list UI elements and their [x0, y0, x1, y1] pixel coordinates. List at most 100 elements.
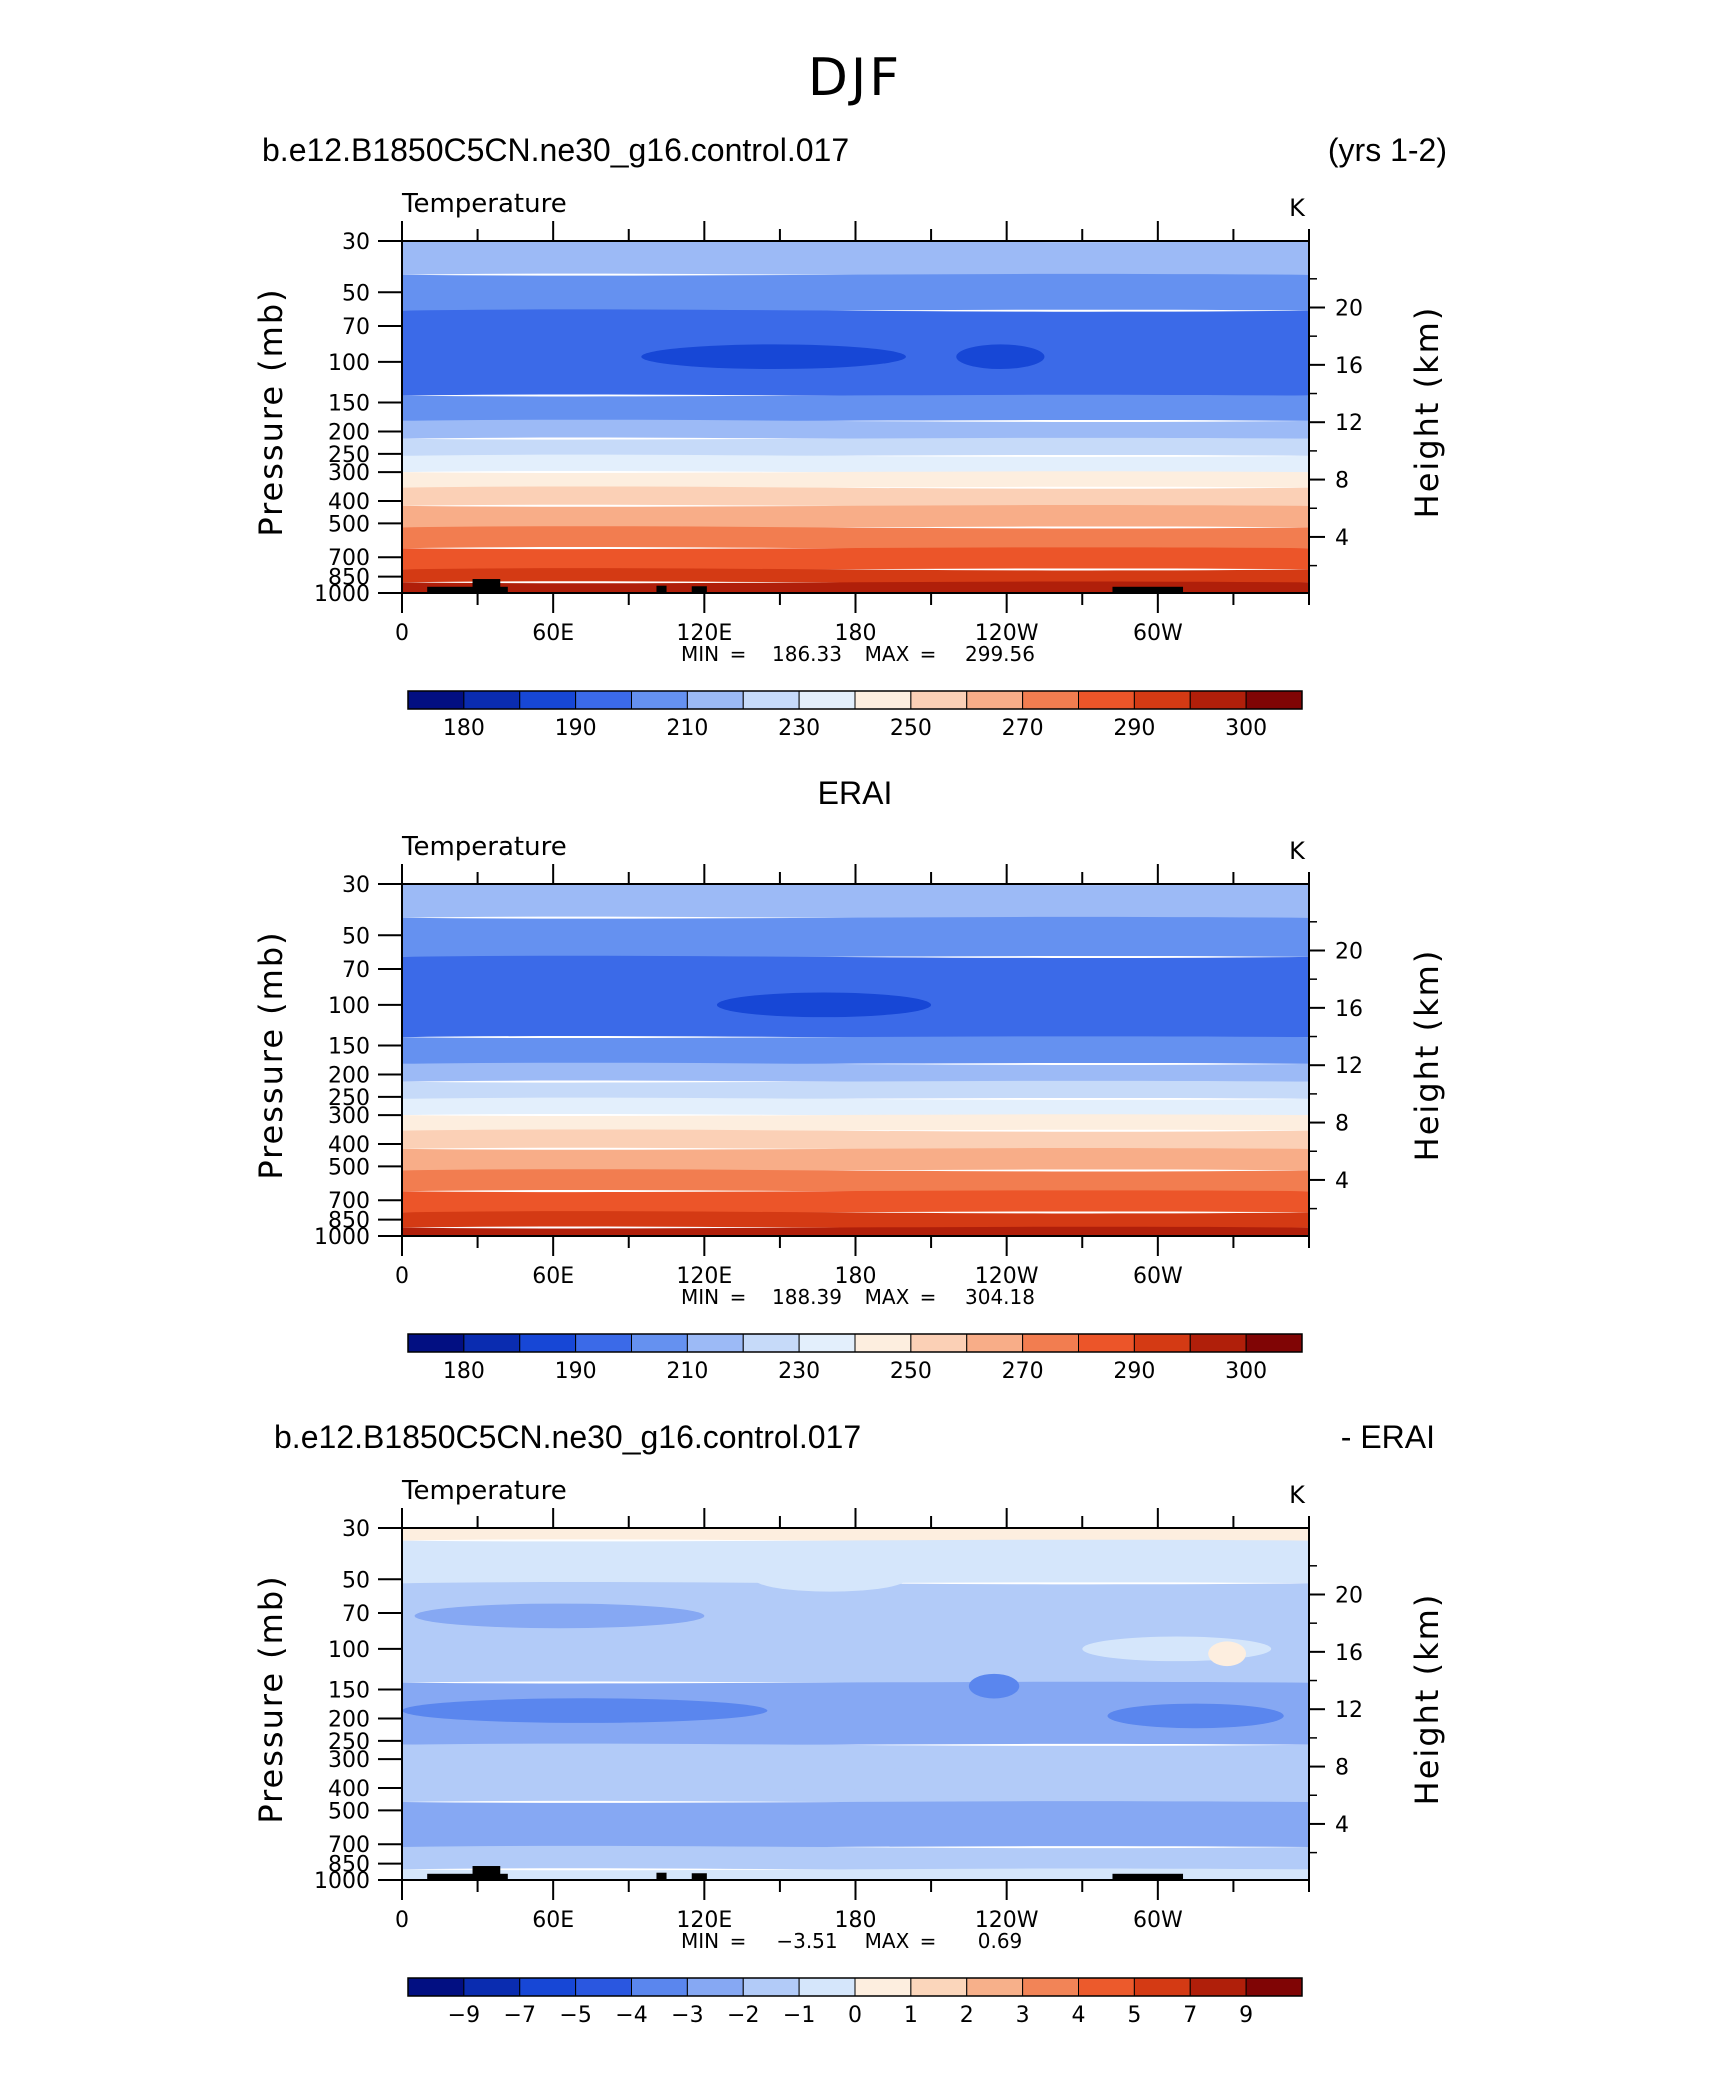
contour-band	[402, 1080, 1309, 1100]
contour-band	[402, 486, 1309, 508]
contour-feature	[704, 1765, 932, 1790]
colorbar-box	[798, 1333, 856, 1353]
run-title-right: - ERAI	[1341, 1419, 1435, 1455]
pressure-tick-label: 400	[328, 490, 370, 515]
max-value: 299.56	[965, 642, 1035, 666]
colorbar-box	[519, 1333, 577, 1353]
contour-band	[402, 419, 1309, 440]
colorbar-box	[407, 1333, 465, 1353]
lon-tick-label: 120E	[676, 1264, 732, 1289]
colorbar-box	[631, 690, 688, 710]
lon-tick-label: 180	[835, 621, 877, 646]
colorbar-label: 230	[778, 1359, 820, 1384]
contour-feature	[414, 1603, 705, 1629]
topography-mask	[1112, 1873, 1184, 1880]
colorbar-label: 5	[1127, 2003, 1141, 2028]
ylabel-right: Height (km)	[1408, 949, 1446, 1162]
pressure-tick-label: 70	[342, 1602, 370, 1627]
height-tick-label: 16	[1335, 354, 1363, 379]
height-tick-label: 4	[1335, 1813, 1349, 1838]
colorbar-box	[1022, 690, 1079, 710]
contour-band	[402, 1539, 1309, 1585]
colorbar-label: −9	[448, 2003, 480, 2028]
contour-band	[402, 568, 1309, 584]
colorbar-box	[966, 1977, 1024, 1997]
pressure-tick-label: 50	[342, 281, 370, 306]
colorbar-box	[910, 1977, 968, 1997]
pressure-tick-label: 1000	[314, 582, 370, 607]
lon-tick-label: 120W	[975, 1908, 1039, 1933]
pressure-tick-label: 50	[342, 1568, 370, 1593]
colorbar-box	[463, 1977, 521, 1997]
colorbar-box	[966, 690, 1024, 710]
colorbar-label: 290	[1113, 1359, 1155, 1384]
contour-band	[402, 1226, 1309, 1236]
contour-band	[402, 1169, 1309, 1193]
pressure-tick-label: 150	[328, 392, 370, 417]
colorbar-label: 300	[1225, 716, 1267, 741]
contour-band	[402, 241, 1309, 276]
pressure-tick-label: 30	[342, 1517, 370, 1542]
colorbar-box	[519, 690, 577, 710]
colorbar-frame	[407, 1333, 1303, 1353]
pressure-tick-label: 300	[328, 461, 370, 486]
colorbar-label: 0	[848, 2003, 862, 2028]
lon-tick-label: 0	[395, 1908, 409, 1933]
colorbar-label: 250	[890, 716, 932, 741]
colorbar-box	[1189, 690, 1247, 710]
pressure-tick-label: 150	[328, 1679, 370, 1704]
lon-tick-label: 0	[395, 621, 409, 646]
height-tick-label: 20	[1335, 939, 1363, 964]
ylabel-left: Pressure (mb)	[252, 930, 290, 1179]
ylabel-right: Height (km)	[1408, 1593, 1446, 1806]
colorbar-label: 190	[555, 716, 597, 741]
height-tick-label: 8	[1335, 469, 1349, 494]
colorbar-label: 7	[1183, 2003, 1197, 2028]
topography-mask	[656, 1872, 667, 1880]
lon-tick-label: 60W	[1133, 1264, 1183, 1289]
contour-band	[402, 505, 1309, 529]
contour-feature	[1107, 1703, 1284, 1729]
lon-tick-label: 120E	[676, 1908, 732, 1933]
pressure-tick-label: 700	[328, 1833, 370, 1858]
height-tick-label: 4	[1335, 1169, 1349, 1194]
contour-field	[402, 241, 1309, 593]
lon-tick-label: 120W	[975, 1264, 1039, 1289]
colorbar-box	[463, 1333, 521, 1353]
max-equals: =	[920, 1285, 937, 1309]
panel-1: 3050701001502002503004005007008501000201…	[252, 132, 1447, 741]
colorbar-frame	[407, 690, 1303, 710]
contour-feature	[716, 992, 932, 1018]
colorbar-label: 210	[666, 1359, 708, 1384]
colorbar-box	[742, 690, 800, 710]
lon-tick-label: 60W	[1133, 1908, 1183, 1933]
colorbar-box	[1078, 1333, 1135, 1353]
colorbar-frame	[407, 1977, 1303, 1997]
colorbar-box	[1245, 1977, 1303, 1997]
colorbar-box	[463, 690, 521, 710]
lon-tick-label: 180	[835, 1908, 877, 1933]
variable-label: Temperature	[401, 189, 567, 219]
contour-band	[402, 454, 1309, 474]
pressure-tick-label: 50	[342, 924, 370, 949]
colorbar-label: 180	[443, 1359, 485, 1384]
min-label: MIN	[681, 642, 719, 666]
height-tick-label: 12	[1335, 411, 1363, 436]
ylabel-left: Pressure (mb)	[252, 287, 290, 536]
height-tick-label: 20	[1335, 296, 1363, 321]
contour-field	[402, 1528, 1309, 1880]
colorbar-box	[854, 690, 912, 710]
lon-tick-label: 180	[835, 1264, 877, 1289]
contour-band	[402, 1129, 1309, 1151]
panel-2: 3050701001502002503004005007008501000201…	[252, 775, 1446, 1384]
colorbar-box	[1245, 1333, 1303, 1353]
height-tick-label: 12	[1335, 1698, 1363, 1723]
pressure-tick-label: 850	[328, 1853, 370, 1878]
min-equals: =	[730, 642, 747, 666]
height-tick-label: 8	[1335, 1112, 1349, 1137]
pressure-tick-label: 300	[328, 1104, 370, 1129]
topography-mask	[427, 1873, 508, 1880]
pressure-tick-label: 250	[328, 1086, 370, 1111]
figure-title: DJF	[808, 48, 902, 108]
